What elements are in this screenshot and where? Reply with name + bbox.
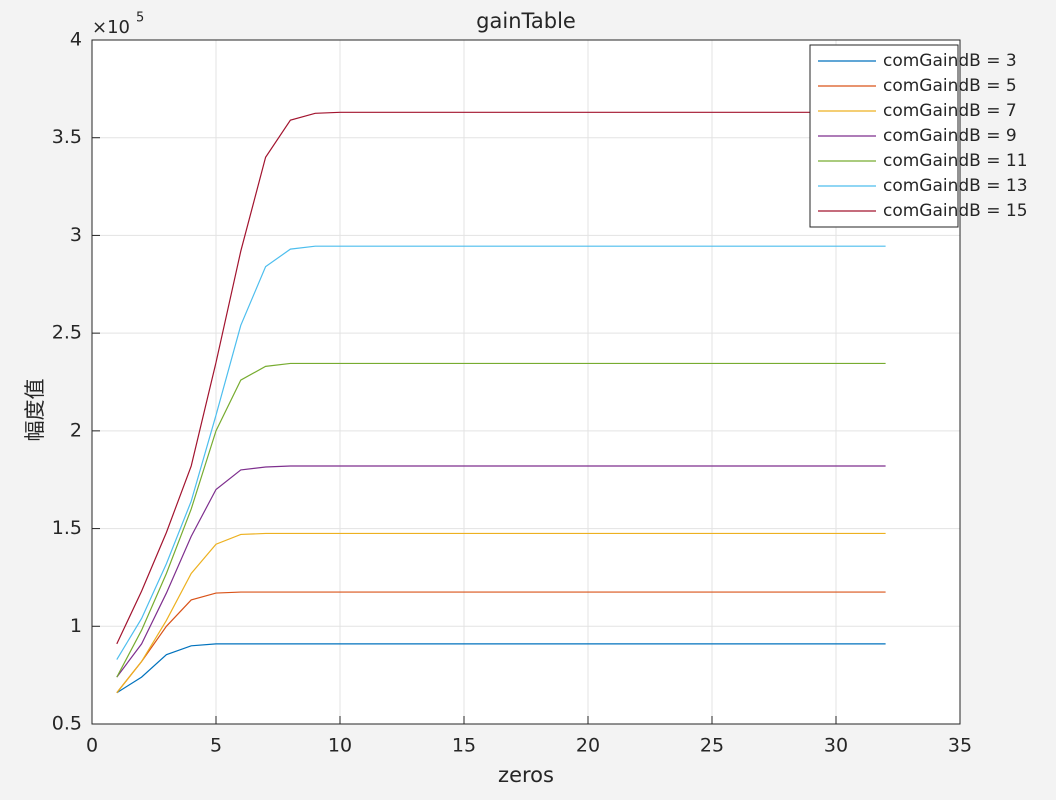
y-tick-label: 2.5 xyxy=(52,322,82,344)
x-axis-label: zeros xyxy=(498,763,554,787)
y-tick-label: 1.5 xyxy=(52,517,82,539)
y-multiplier: ×10 xyxy=(92,17,130,38)
x-tick-label: 15 xyxy=(452,735,476,757)
x-tick-label: 25 xyxy=(700,735,724,757)
legend-label: comGaindB = 7 xyxy=(883,101,1017,121)
legend-label: comGaindB = 11 xyxy=(883,151,1028,171)
series-line xyxy=(116,591,886,694)
y-tick-label: 3 xyxy=(70,224,82,246)
chart-title: gainTable xyxy=(476,9,576,33)
y-tick-label: 1 xyxy=(70,615,82,637)
x-tick-label: 10 xyxy=(328,735,352,757)
series-line xyxy=(116,532,886,694)
series-line xyxy=(116,245,886,660)
y-multiplier-exponent: 5 xyxy=(136,11,144,26)
legend-label: comGaindB = 9 xyxy=(883,126,1017,146)
series-line xyxy=(116,465,886,678)
series-line xyxy=(116,362,886,678)
legend-label: comGaindB = 13 xyxy=(883,176,1028,196)
legend-label: comGaindB = 15 xyxy=(883,201,1028,221)
legend-label: comGaindB = 3 xyxy=(883,51,1017,71)
x-tick-label: 0 xyxy=(86,735,98,757)
axes-box xyxy=(91,39,961,725)
y-tick-label: 2 xyxy=(70,419,82,441)
y-axis-label: 幅度值 xyxy=(23,379,47,442)
x-tick-label: 20 xyxy=(576,735,600,757)
y-tick-label: 3.5 xyxy=(52,126,82,148)
y-tick-label: 4 xyxy=(70,29,82,51)
x-tick-label: 35 xyxy=(948,735,972,757)
legend-label: comGaindB = 5 xyxy=(883,76,1017,96)
x-tick-label: 5 xyxy=(210,735,222,757)
series-line xyxy=(116,643,886,694)
y-tick-label: 0.5 xyxy=(52,713,82,735)
series-line xyxy=(116,111,886,645)
x-tick-label: 30 xyxy=(824,735,848,757)
